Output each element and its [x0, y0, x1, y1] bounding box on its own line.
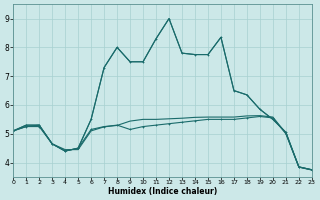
X-axis label: Humidex (Indice chaleur): Humidex (Indice chaleur) — [108, 187, 217, 196]
